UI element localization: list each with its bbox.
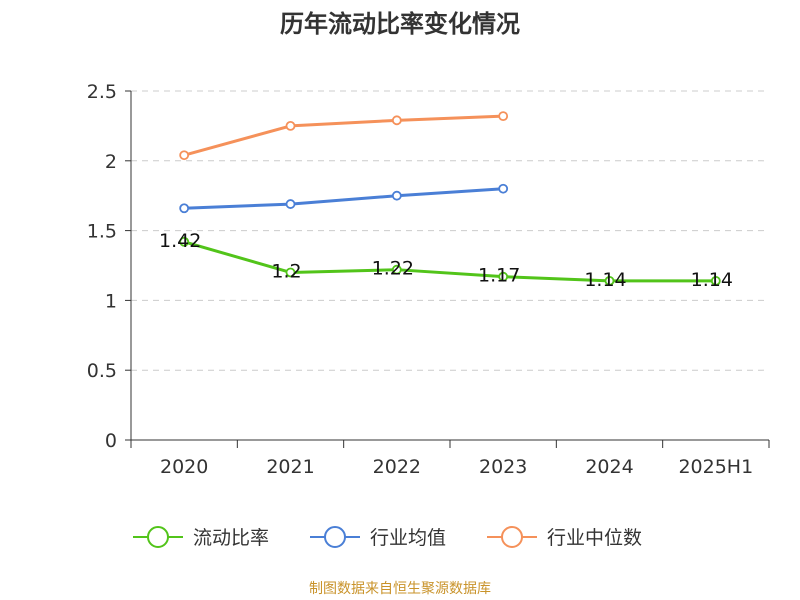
data-point <box>498 111 509 122</box>
data-label: 1.22 <box>372 258 414 280</box>
data-point <box>604 275 615 286</box>
axes: 0 0.5 1 1.5 2 2.5 2020 2021 2022 2023 2024 2025H1 <box>87 81 770 478</box>
legend-marker <box>501 526 523 548</box>
series-lines <box>179 111 721 286</box>
gridlines <box>131 90 769 371</box>
y-tick-label: 2.5 <box>87 81 117 103</box>
data-point <box>285 199 296 209</box>
legend-label: 行业中位数 <box>547 527 642 549</box>
data-point <box>285 267 296 278</box>
data-point <box>391 190 402 201</box>
data-point <box>391 115 402 126</box>
y-tick-label: 2 <box>105 151 117 173</box>
legend-label: 流动比率 <box>193 527 269 549</box>
data-point <box>179 203 190 214</box>
x-tick-label: 2024 <box>585 456 633 478</box>
series-line-2 <box>183 114 504 157</box>
data-point <box>285 121 296 131</box>
y-tick-label: 1.5 <box>87 221 117 243</box>
x-tick-label: 2025H1 <box>678 456 753 478</box>
x-tick-label: 2022 <box>373 456 421 478</box>
y-tick-label: 0 <box>105 430 117 452</box>
legend-item[interactable]: 行业均值 <box>310 526 446 549</box>
legend-item[interactable]: 流动比率 <box>133 526 269 549</box>
series-line-0 <box>183 240 716 283</box>
data-label: 1.14 <box>691 269 733 291</box>
x-tick-label: 2020 <box>160 456 208 478</box>
y-tick-label: 1 <box>105 290 117 312</box>
legend-marker <box>147 526 169 548</box>
legend[interactable]: 流动比率 行业均值 行业中位数 <box>133 526 642 549</box>
data-label: 1.14 <box>584 269 626 291</box>
chart-title: 历年流动比率变化情况 <box>280 10 520 38</box>
data-point <box>498 183 509 194</box>
legend-label: 行业均值 <box>370 527 446 549</box>
legend-marker <box>324 526 346 548</box>
series-line-1 <box>184 187 504 210</box>
data-point <box>179 236 190 247</box>
data-label: 1.42 <box>159 230 201 252</box>
x-tick-label: 2021 <box>266 456 314 478</box>
source-note: 制图数据来自恒生聚源数据库 <box>309 581 491 597</box>
legend-item[interactable]: 行业中位数 <box>487 526 642 549</box>
data-point <box>498 271 509 282</box>
data-point <box>179 150 190 161</box>
data-point <box>391 264 402 275</box>
x-tick-label: 2023 <box>479 456 527 478</box>
data-label: 1.2 <box>271 260 301 282</box>
data-point <box>710 275 721 286</box>
data-labels: 1.42 1.2 1.22 1.17 1.14 1.14 <box>159 230 733 291</box>
y-tick-label: 0.5 <box>87 360 117 382</box>
data-label: 1.17 <box>478 265 520 287</box>
